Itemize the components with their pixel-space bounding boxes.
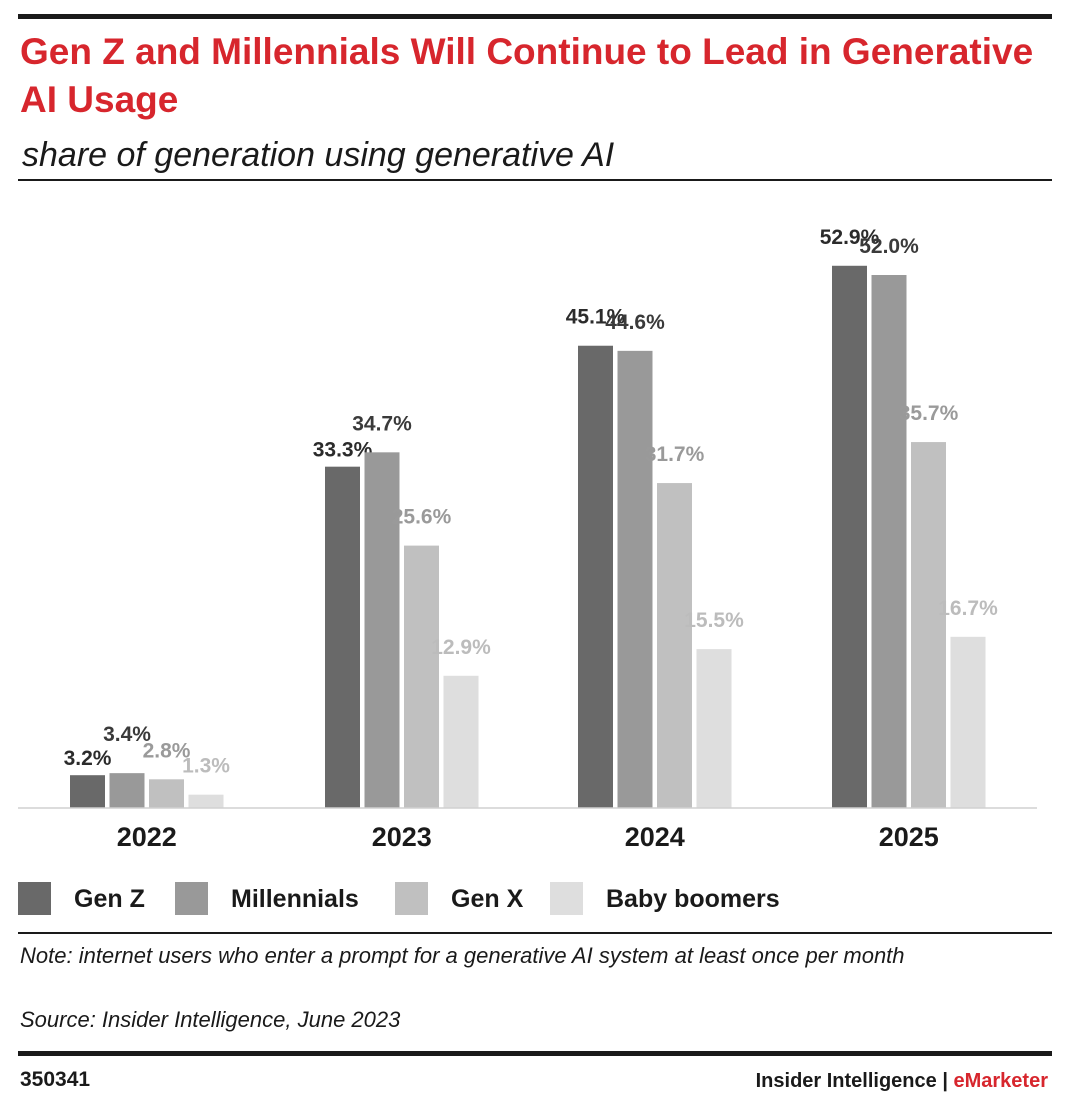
data-label-millennials-2024: 44.6%: [605, 311, 665, 334]
chart-note: Note: internet users who enter a prompt …: [20, 943, 905, 968]
legend-label: Gen Z: [74, 885, 145, 913]
bar-group-2025: 52.9%52.0% 35.7% 16.7%: [820, 226, 998, 808]
data-label-millennials-2023: 34.7%: [352, 412, 412, 435]
x-tick-label-2023: 2023: [372, 822, 432, 852]
bar-baby-boomers-2023: [443, 675, 479, 808]
bar-baby-boomers-2024: [696, 649, 732, 808]
bar-group-2022: 3.2%3.4%2.8%1.3%: [64, 723, 230, 808]
data-label-millennials-2025: 52.0%: [859, 235, 919, 258]
bar-millennials-2023: [364, 452, 400, 808]
bottom-rule: [18, 1051, 1052, 1056]
data-label-gen-x-2025: 35.7%: [899, 402, 959, 425]
data-label-millennials-2022: 3.4%: [103, 723, 151, 746]
bar-baby-boomers-2025: [950, 636, 986, 808]
data-label-gen-z-2023: 33.3%: [313, 439, 373, 462]
note-rule: [18, 932, 1052, 934]
bar-gen-x-2022: [149, 779, 184, 808]
chart-title: Gen Z and Millennials Will Continue to L…: [20, 31, 1034, 120]
top-rule: [18, 14, 1052, 19]
legend-swatch: [550, 882, 583, 915]
legend-label: Millennials: [231, 885, 359, 913]
subtitle-rule: [18, 179, 1052, 181]
data-label-gen-x-2024: 31.7%: [645, 443, 705, 466]
data-label-gen-z-2025: 52.9%: [820, 226, 880, 249]
data-label-gen-x-2023: 25.6%: [392, 506, 452, 529]
legend-label: Baby boomers: [606, 885, 780, 913]
bar-group-2024: 45.1%44.6% 31.7% 15.5%: [566, 306, 744, 808]
data-label-baby-boomers-2022: 1.3%: [182, 755, 230, 778]
brand-emarketer: eMarketer: [953, 1070, 1048, 1092]
x-tick-label-2025: 2025: [879, 822, 939, 852]
brand-logo: Insider Intelligence | eMarketer: [756, 1070, 1048, 1093]
data-label-gen-z-2024: 45.1%: [566, 306, 626, 329]
legend-swatch: [18, 882, 51, 915]
bar-gen-z-2024: [578, 345, 613, 808]
bar-gen-z-2025: [832, 265, 867, 808]
bar-group-2023: 33.3% 34.7% 25.6% 12.9%: [313, 412, 491, 808]
x-tick-label-2022: 2022: [117, 822, 177, 852]
bar-gen-x-2023: [404, 545, 439, 808]
legend-label: Gen X: [451, 885, 524, 913]
bar-millennials-2025: [871, 275, 907, 808]
data-label-gen-x-2022: 2.8%: [143, 739, 191, 762]
x-tick-label-2024: 2024: [625, 822, 685, 852]
chart-id: 350341: [20, 1068, 91, 1091]
bar-baby-boomers-2022: [188, 794, 224, 808]
bar-millennials-2022: [109, 773, 145, 808]
data-label-baby-boomers-2023: 12.9%: [431, 636, 491, 659]
bar-gen-x-2025: [911, 442, 946, 808]
bar-gen-z-2022: [70, 775, 105, 808]
brand-insider-intelligence: Insider Intelligence |: [755, 1070, 954, 1092]
legend-swatch: [175, 882, 208, 915]
legend-swatch: [395, 882, 428, 915]
data-label-baby-boomers-2025: 16.7%: [938, 597, 998, 620]
bar-gen-z-2023: [325, 466, 360, 808]
data-label-baby-boomers-2024: 15.5%: [684, 609, 744, 632]
data-label-gen-z-2022: 3.2%: [64, 747, 112, 770]
chart-source: Source: Insider Intelligence, June 2023: [20, 1007, 401, 1032]
bar-chart: 3.2%3.4%2.8%1.3% 2022 33.3% 34.7% 25.6% 12.9%…: [18, 226, 1037, 852]
chart-subtitle: share of generation using generative AI: [22, 136, 615, 174]
bar-millennials-2024: [617, 350, 653, 808]
bar-gen-x-2024: [657, 483, 692, 808]
